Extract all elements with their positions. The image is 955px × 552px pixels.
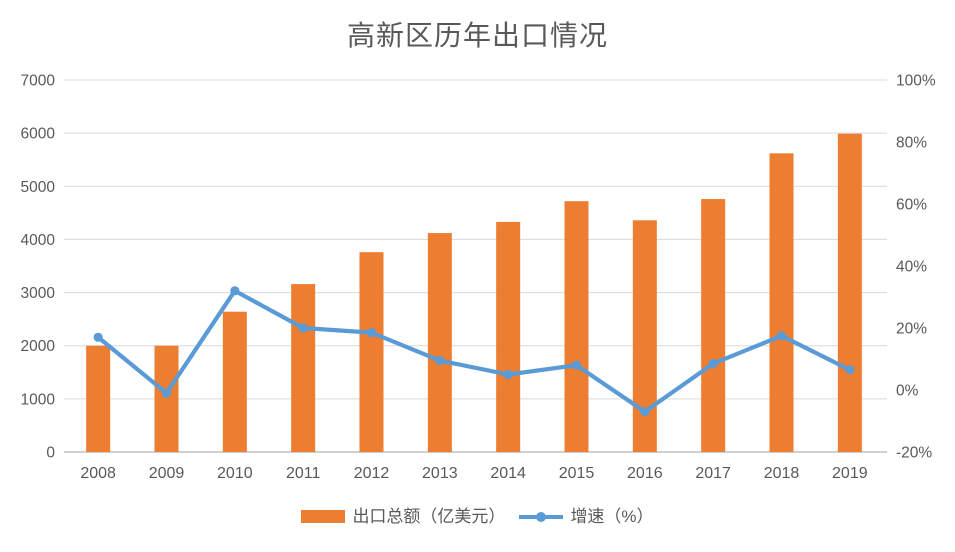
growth-line bbox=[96, 288, 852, 414]
legend-item-exports: 出口总额（亿美元） bbox=[301, 508, 505, 525]
export-bar-2019 bbox=[837, 133, 862, 452]
x-axis-label-2017: 2017 bbox=[695, 465, 731, 482]
left-axis-tick-3000: 3000 bbox=[21, 285, 56, 302]
growth-marker-2015 bbox=[571, 360, 582, 370]
line-marker-dot-icon bbox=[536, 511, 547, 522]
right-axis-tick--20%: -20% bbox=[896, 445, 932, 462]
export-bar-2018 bbox=[769, 153, 794, 452]
x-axis-label-2014: 2014 bbox=[490, 465, 526, 482]
growth-marker-2019 bbox=[845, 365, 855, 375]
export-bar-2010 bbox=[222, 311, 247, 452]
left-axis-tick-1000: 1000 bbox=[21, 391, 56, 408]
chart-legend: 出口总额（亿美元） 增速（%） bbox=[0, 508, 955, 525]
left-axis-tick-7000: 7000 bbox=[21, 73, 56, 90]
right-axis-tick-60%: 60% bbox=[896, 197, 927, 214]
right-axis-tick-80%: 80% bbox=[896, 135, 927, 152]
left-axis-tick-5000: 5000 bbox=[21, 179, 56, 196]
growth-marker-2011 bbox=[298, 323, 308, 333]
right-axis-tick-20%: 20% bbox=[896, 321, 927, 338]
growth-marker-2010 bbox=[230, 286, 240, 296]
right-axis-tick-0%: 0% bbox=[896, 383, 919, 400]
x-axis-label-2016: 2016 bbox=[627, 465, 663, 482]
export-bar-2008 bbox=[86, 345, 111, 452]
x-axis-label-2013: 2013 bbox=[422, 465, 458, 482]
left-axis-tick-4000: 4000 bbox=[21, 232, 56, 249]
export-bar-2011 bbox=[291, 284, 316, 452]
left-axis-tick-2000: 2000 bbox=[21, 338, 56, 355]
growth-marker-2012 bbox=[366, 328, 377, 338]
x-axis-label-2015: 2015 bbox=[559, 465, 595, 482]
growth-marker-2008 bbox=[93, 332, 103, 342]
growth-marker-2016 bbox=[640, 407, 650, 417]
growth-marker-2018 bbox=[776, 331, 787, 341]
bar-swatch-icon bbox=[301, 510, 346, 523]
x-axis-label-2018: 2018 bbox=[764, 465, 800, 482]
x-axis-label-2010: 2010 bbox=[217, 465, 253, 482]
export-bar-2013 bbox=[427, 233, 452, 452]
legend-item-growth: 增速（%） bbox=[519, 507, 654, 526]
right-axis-tick-100%: 100% bbox=[896, 73, 936, 90]
x-axis-label-2012: 2012 bbox=[354, 465, 390, 482]
export-bar-2012 bbox=[359, 252, 384, 452]
x-axis-label-2011: 2011 bbox=[286, 465, 321, 482]
left-axis-tick-6000: 6000 bbox=[21, 126, 56, 143]
growth-marker-2014 bbox=[503, 369, 513, 380]
legend-label-growth: 增速（%） bbox=[570, 507, 654, 526]
line-swatch-icon bbox=[519, 511, 564, 522]
chart-title: 高新区历年出口情况 bbox=[346, 19, 608, 52]
legend-label-exports: 出口总额（亿美元） bbox=[352, 507, 506, 526]
growth-marker-2013 bbox=[435, 355, 445, 366]
export-bar-2016 bbox=[632, 220, 657, 452]
export-bar-2014 bbox=[496, 221, 521, 452]
right-axis-tick-40%: 40% bbox=[896, 259, 927, 276]
growth-marker-2009 bbox=[161, 388, 172, 398]
export-bar-2017 bbox=[701, 199, 726, 452]
x-axis-label-2019: 2019 bbox=[832, 465, 868, 482]
x-axis-label-2009: 2009 bbox=[149, 465, 185, 482]
left-axis-tick-0: 0 bbox=[46, 445, 55, 462]
x-axis-label-2008: 2008 bbox=[80, 465, 116, 482]
export-bar-2009 bbox=[154, 345, 179, 452]
growth-marker-2017 bbox=[708, 359, 718, 369]
export-bar-2015 bbox=[564, 201, 589, 452]
